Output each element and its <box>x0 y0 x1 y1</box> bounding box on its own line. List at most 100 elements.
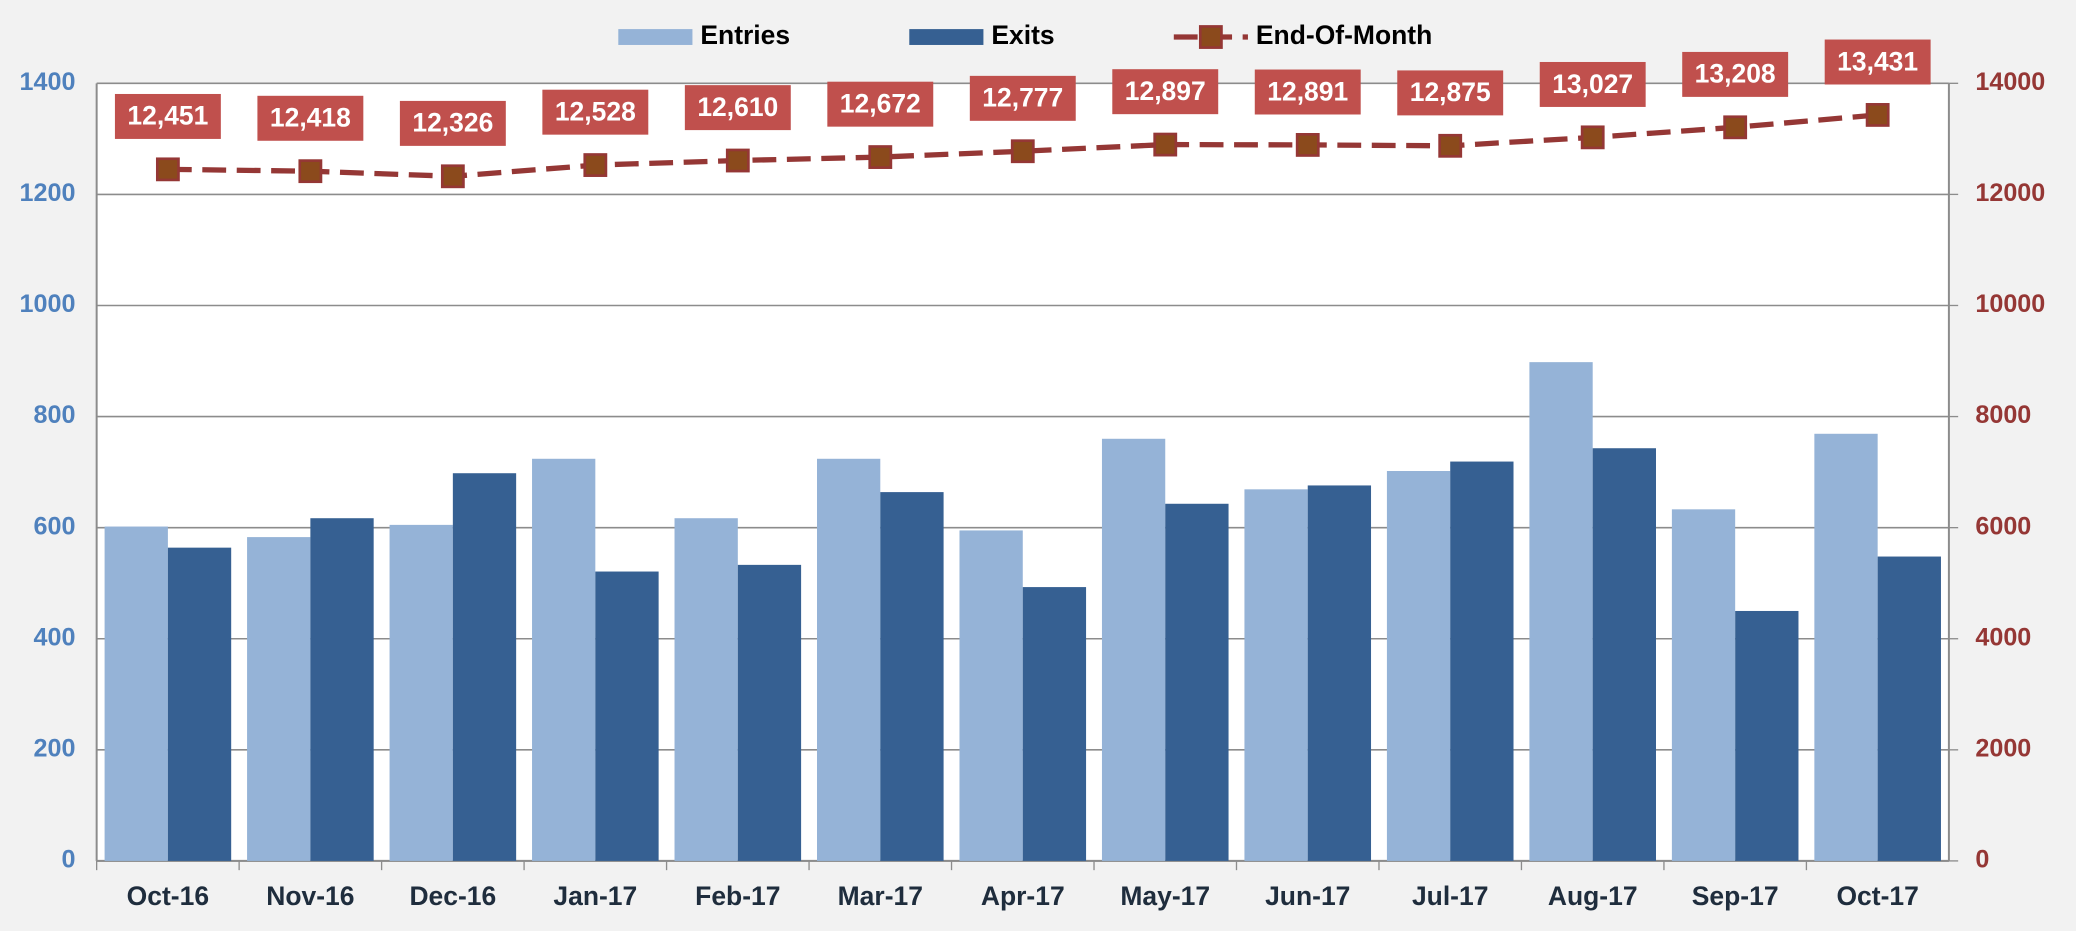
data-label: 12,672 <box>840 88 921 118</box>
bar <box>1671 509 1736 861</box>
y2-tick-label: 4000 <box>1975 623 2031 651</box>
bar <box>1165 503 1229 861</box>
bar <box>1307 485 1372 861</box>
y-tick-label: 400 <box>34 623 76 651</box>
x-tick-label: Oct-16 <box>127 881 209 911</box>
y-tick-label: 1000 <box>20 290 76 318</box>
data-label-box <box>114 93 221 139</box>
data-label-box <box>1682 51 1789 97</box>
bar <box>595 571 659 861</box>
bar <box>737 564 802 861</box>
x-tick-label: Sep-17 <box>1692 881 1779 911</box>
data-label-box <box>1397 70 1504 116</box>
x-tick-label: Mar-17 <box>838 881 923 911</box>
data-label-box <box>1254 69 1361 115</box>
bar <box>959 530 1023 861</box>
y-tick-label: 200 <box>34 734 76 762</box>
x-tick-label: Aug-17 <box>1548 881 1638 911</box>
x-tick-label: Apr-17 <box>981 881 1065 911</box>
bar <box>167 547 232 861</box>
legend-marker <box>1198 25 1223 49</box>
data-label-box <box>1112 69 1219 115</box>
bar <box>674 518 738 861</box>
y-tick-label: 800 <box>34 401 76 429</box>
bar <box>1735 610 1799 861</box>
bar <box>532 458 596 861</box>
x-tick-label: Nov-16 <box>266 881 354 911</box>
data-label-box <box>542 89 649 135</box>
bar <box>1450 461 1514 861</box>
x-tick-label: Jun-17 <box>1265 881 1350 911</box>
marker <box>1723 115 1748 140</box>
data-label: 12,326 <box>412 108 493 138</box>
x-tick-label: Dec-16 <box>409 881 496 911</box>
x-tick-label: Feb-17 <box>695 881 780 911</box>
marker <box>298 159 323 184</box>
legend-swatch <box>618 29 693 45</box>
bar <box>452 473 517 861</box>
data-label: 12,875 <box>1410 77 1491 107</box>
y2-tick-label: 6000 <box>1975 512 2031 540</box>
y2-tick-label: 12000 <box>1975 179 2045 207</box>
marker <box>1010 139 1035 164</box>
marker <box>583 153 608 177</box>
data-label-box <box>399 100 506 146</box>
bar <box>1386 471 1451 861</box>
y2-tick-label: 10000 <box>1975 290 2045 318</box>
marker <box>155 157 180 182</box>
x-tick-label: Jul-17 <box>1412 881 1489 911</box>
data-label: 12,418 <box>270 103 351 133</box>
legend-label: Entries <box>700 20 790 50</box>
data-label: 13,027 <box>1552 69 1633 99</box>
bar <box>1244 489 1308 861</box>
data-label-box <box>257 95 364 141</box>
data-label: 12,610 <box>697 92 778 122</box>
marker <box>1865 103 1890 127</box>
marker <box>1153 132 1178 157</box>
y-tick-label: 600 <box>34 512 76 540</box>
data-label: 13,431 <box>1837 46 1918 76</box>
data-label: 12,777 <box>982 83 1063 113</box>
bar <box>880 492 944 861</box>
legend-swatch <box>909 29 984 45</box>
marker <box>725 148 750 173</box>
bar <box>1529 362 1593 861</box>
marker <box>1438 133 1463 158</box>
bar <box>389 524 453 861</box>
bar <box>1592 448 1656 861</box>
bar <box>1877 556 1941 861</box>
data-label-box <box>827 81 934 127</box>
data-label: 12,528 <box>555 96 636 126</box>
bar <box>104 526 168 861</box>
marker <box>1580 125 1605 150</box>
x-tick-label: Jan-17 <box>553 881 637 911</box>
x-tick-label: May-17 <box>1120 881 1210 911</box>
legend-label: End-Of-Month <box>1256 20 1432 50</box>
marker <box>868 145 893 169</box>
data-label: 12,451 <box>127 101 208 131</box>
y2-tick-label: 2000 <box>1975 734 2031 762</box>
marker <box>1295 133 1320 157</box>
data-label-box <box>1539 61 1646 107</box>
y2-tick-label: 14000 <box>1975 68 2045 96</box>
y2-tick-label: 0 <box>1975 846 1989 874</box>
bar <box>816 458 881 861</box>
data-label-box <box>1824 39 1931 85</box>
data-label-box <box>684 85 791 131</box>
bar <box>247 537 311 861</box>
bar <box>1022 587 1087 861</box>
y-tick-label: 1200 <box>20 179 76 207</box>
y-tick-label: 1400 <box>20 68 76 96</box>
data-label: 13,208 <box>1695 59 1776 89</box>
bar <box>1101 438 1166 861</box>
bar <box>310 518 374 861</box>
data-label: 12,897 <box>1125 76 1206 106</box>
y-tick-label: 0 <box>61 846 75 874</box>
legend-label: Exits <box>991 20 1054 50</box>
x-tick-label: Oct-17 <box>1836 881 1918 911</box>
marker <box>440 164 465 189</box>
data-label: 12,891 <box>1267 76 1348 106</box>
bar <box>1814 433 1878 861</box>
data-label-box <box>969 75 1076 121</box>
